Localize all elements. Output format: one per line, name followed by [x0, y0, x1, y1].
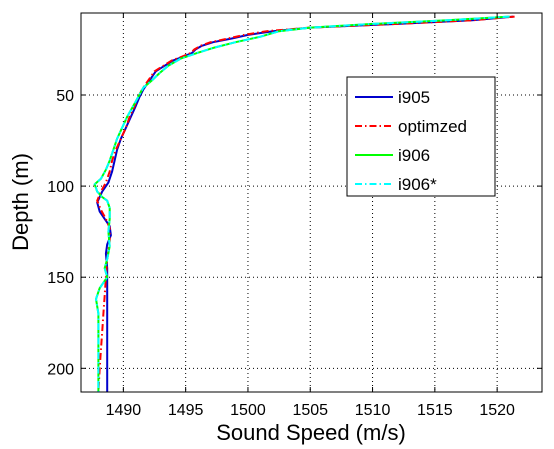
x-tick-label: 1515: [417, 402, 453, 419]
ticks: 1490 1495 1500 1505 1510 1515 1520 50 100 150 200: [47, 13, 542, 419]
x-tick-label: 1510: [355, 402, 391, 419]
legend-label: optimzed: [398, 117, 467, 136]
legend-label: i906: [398, 146, 430, 165]
axes-box: [80, 12, 543, 393]
y-tick-label: 100: [47, 179, 74, 196]
x-tick-label: 1505: [292, 402, 328, 419]
x-axis-label: Sound Speed (m/s): [216, 420, 406, 445]
x-tick-label: 1495: [168, 402, 204, 419]
x-tick-label: 1500: [230, 402, 266, 419]
plot-area: [81, 13, 542, 392]
legend-label: i905: [398, 88, 430, 107]
y-tick-label: 50: [56, 88, 74, 105]
y-tick-label: 200: [47, 361, 74, 378]
legend: i905 optimzed i906 i906*: [346, 76, 496, 197]
y-axis-label: Depth (m): [8, 153, 33, 251]
series-line-optimzed: [96, 15, 515, 393]
x-tick-label: 1520: [479, 402, 515, 419]
x-tick-label: 1490: [106, 402, 142, 419]
y-tick-label: 150: [47, 270, 74, 287]
legend-label: i906*: [398, 175, 437, 194]
series-line-i906: [93, 15, 510, 392]
series-layer: [93, 15, 515, 393]
